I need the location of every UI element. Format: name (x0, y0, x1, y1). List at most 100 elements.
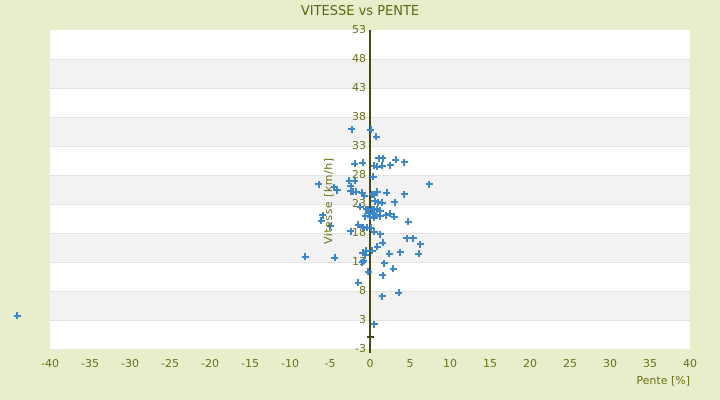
data-point (352, 188, 360, 196)
data-point (415, 250, 423, 258)
data-point (345, 177, 353, 185)
data-point (390, 213, 398, 221)
data-point (373, 205, 381, 213)
x-tick-label: 35 (643, 357, 657, 370)
data-point (326, 222, 334, 230)
data-point (359, 159, 367, 167)
data-point (404, 218, 412, 226)
data-point (416, 240, 424, 248)
data-point (378, 292, 386, 300)
data-point (371, 197, 379, 205)
data-point (378, 162, 386, 170)
x-tick-label: -15 (241, 357, 259, 370)
data-point (358, 189, 366, 197)
x-tick-label: 10 (443, 357, 457, 370)
data-point (376, 212, 384, 220)
data-point (315, 180, 323, 188)
data-point (373, 163, 381, 171)
data-point (380, 259, 388, 267)
data-point (370, 162, 378, 170)
data-point (386, 161, 394, 169)
data-point (376, 230, 384, 238)
data-point (351, 177, 359, 185)
data-point (379, 154, 387, 162)
y-tick-label: 48 (352, 52, 366, 65)
x-tick-label: 20 (523, 357, 537, 370)
data-point (370, 228, 378, 236)
data-point (333, 186, 341, 194)
data-point (359, 223, 367, 231)
x-tick-label: 5 (406, 357, 414, 370)
data-point (358, 258, 366, 266)
data-point (370, 320, 378, 328)
data-point (363, 224, 371, 232)
y-tick-label: -3 (355, 342, 366, 355)
data-point (374, 198, 382, 206)
data-point (369, 173, 377, 181)
data-point (301, 253, 309, 261)
data-point (362, 247, 370, 255)
data-point (348, 125, 356, 133)
x-tick-label: -10 (281, 357, 299, 370)
data-point (354, 279, 362, 287)
y-tick-label: 3 (359, 313, 366, 326)
data-point (361, 212, 369, 220)
data-point (319, 211, 327, 219)
data-point (379, 271, 387, 279)
data-point (370, 191, 378, 199)
x-tick-label: -35 (81, 357, 99, 370)
data-point (425, 180, 433, 188)
plot-area: 53 48 43 38 33 28 23 18 13 8 3 -3 -40 -35 -30 -25 -20 -1… (13, 23, 697, 387)
data-point (391, 198, 399, 206)
data-point (369, 210, 377, 218)
data-point (361, 251, 369, 259)
data-point (389, 265, 397, 273)
data-point (409, 234, 417, 242)
data-point (364, 268, 372, 276)
chart-title: VITESSE vs PENTE (300, 4, 420, 19)
y-tick-label: 33 (352, 139, 366, 152)
x-tick-label: -40 (41, 357, 59, 370)
data-point (382, 211, 390, 219)
data-point (347, 227, 355, 235)
data-point (379, 239, 387, 247)
data-point (385, 250, 393, 258)
data-point (330, 183, 338, 191)
x-tick-label: 15 (483, 357, 497, 370)
y-tick-label: 43 (352, 81, 366, 94)
y-tick-label: 38 (352, 110, 366, 123)
data-point (372, 211, 380, 219)
x-tick-label: -30 (121, 357, 139, 370)
x-tick-label: -5 (324, 357, 336, 370)
data-point (368, 247, 376, 255)
data-point (317, 217, 325, 225)
data-point (376, 207, 384, 215)
data-point (386, 210, 394, 218)
data-point (392, 156, 400, 164)
x-tick-label: -25 (161, 357, 179, 370)
x-tick-label: 30 (603, 357, 617, 370)
zero-axis-line (369, 30, 371, 353)
x-tick-label: 25 (563, 357, 577, 370)
data-point (351, 160, 359, 168)
data-point (403, 234, 411, 242)
data-point (354, 221, 362, 229)
data-point (360, 192, 368, 200)
y-tick-label: 53 (352, 23, 366, 36)
data-point (367, 126, 375, 134)
data-point (356, 203, 364, 211)
data-point (400, 190, 408, 198)
zero-axis-marker (366, 333, 374, 341)
x-tick-label: 0 (366, 357, 374, 370)
data-point (378, 199, 386, 207)
y-tick-label: 8 (359, 284, 366, 297)
data-point (347, 182, 355, 190)
y-axis-title: Vitesse [km/h] (322, 157, 335, 245)
data-point (360, 257, 368, 265)
data-point (331, 254, 339, 262)
data-point (396, 248, 404, 256)
data-point (372, 133, 380, 141)
data-point (370, 214, 378, 222)
x-tick-label: -20 (201, 357, 219, 370)
